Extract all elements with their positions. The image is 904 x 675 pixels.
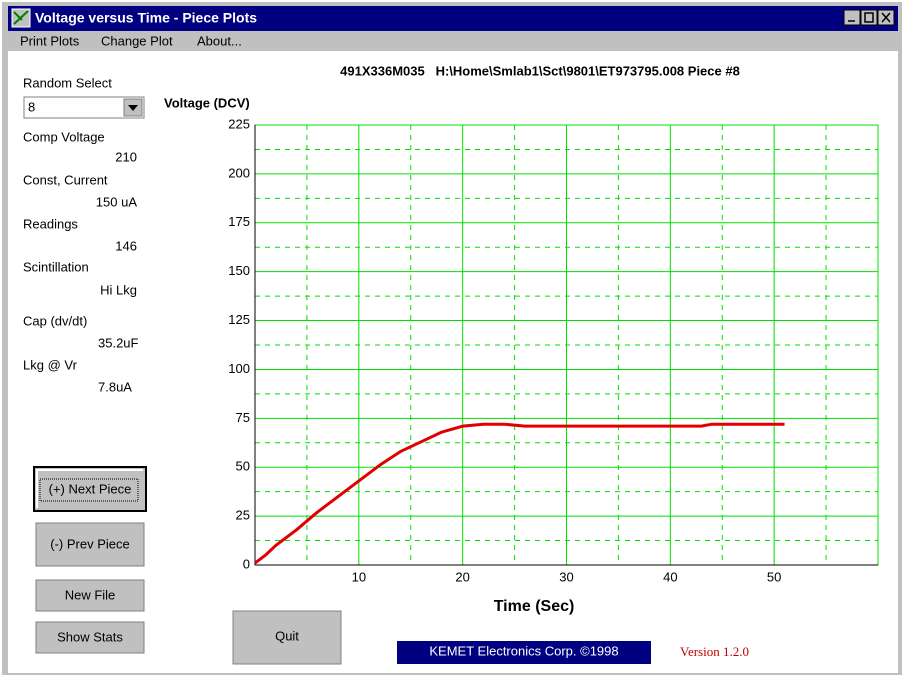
field-label: Readings — [23, 216, 78, 231]
y-tick-label: 125 — [228, 312, 250, 327]
y-axis-label: Voltage (DCV) — [164, 95, 250, 110]
select-arrow — [128, 105, 138, 111]
window-title: Voltage versus Time - Piece Plots — [35, 10, 257, 26]
button-label: (+) Next Piece — [49, 481, 132, 496]
select-value: 8 — [28, 99, 35, 114]
y-tick-label: 150 — [228, 263, 250, 278]
field-value: 150 uA — [96, 194, 138, 209]
field-label: Cap (dv/dt) — [23, 313, 87, 328]
select-label: Random Select — [23, 75, 112, 90]
menu-item[interactable]: Change Plot — [101, 33, 173, 48]
y-tick-label: 175 — [228, 214, 250, 229]
next-piece-button[interactable] — [33, 466, 147, 512]
button-label: Quit — [275, 628, 299, 643]
chart-title: 491X336M035 H:\Home\Smlab1\Sct\9801\ET97… — [340, 63, 740, 78]
button-label: Show Stats — [57, 629, 123, 644]
field-value: 7.8uA — [98, 379, 132, 394]
y-tick-label: 0 — [243, 556, 250, 571]
x-axis-label: Time (Sec) — [494, 598, 575, 615]
company-text: KEMET Electronics Corp. ©1998 — [429, 643, 618, 658]
field-label: Lkg @ Vr — [23, 357, 78, 372]
field-value: 146 — [115, 238, 137, 253]
focus-rect — [39, 478, 139, 502]
app-icon-glyph — [13, 10, 29, 25]
field-value: Hi Lkg — [100, 282, 137, 297]
y-tick-label: 225 — [228, 116, 250, 131]
data-line — [254, 422, 785, 565]
menu-item[interactable]: About... — [197, 33, 242, 48]
client-area — [8, 51, 898, 673]
x-tick-label: 10 — [352, 569, 366, 584]
prev-piece-button[interactable] — [35, 522, 145, 567]
x-tick-label: 20 — [455, 569, 469, 584]
x-tick-label: 50 — [767, 569, 781, 584]
y-tick-label: 100 — [228, 361, 250, 376]
show-stats-button[interactable] — [35, 621, 145, 654]
title-bar — [8, 6, 898, 31]
company-banner — [397, 641, 651, 664]
y-tick-label: 75 — [236, 410, 250, 425]
quit-button[interactable] — [232, 610, 342, 665]
field-label: Comp Voltage — [23, 129, 105, 144]
field-value: 210 — [115, 149, 137, 164]
y-tick-label: 25 — [236, 508, 250, 523]
new-file-button[interactable] — [35, 579, 145, 612]
y-tick-label: 200 — [228, 165, 250, 180]
field-label: Const, Current — [23, 172, 108, 187]
y-tick-label: 50 — [236, 459, 250, 474]
field-label: Scintillation — [23, 259, 89, 274]
window-control-glyphs — [848, 12, 891, 23]
menu-item[interactable]: Print Plots — [20, 33, 80, 48]
button-label: (-) Prev Piece — [50, 536, 129, 551]
minimize-button[interactable] — [843, 9, 861, 26]
button-label: New File — [65, 587, 116, 602]
select-box[interactable] — [23, 96, 145, 119]
x-tick-label: 30 — [559, 569, 573, 584]
menu-bar — [8, 32, 898, 50]
button-highlight — [36, 469, 143, 508]
version-text: Version 1.2.0 — [680, 644, 749, 659]
field-value: 35.2uF — [98, 335, 139, 350]
x-tick-label: 40 — [663, 569, 677, 584]
